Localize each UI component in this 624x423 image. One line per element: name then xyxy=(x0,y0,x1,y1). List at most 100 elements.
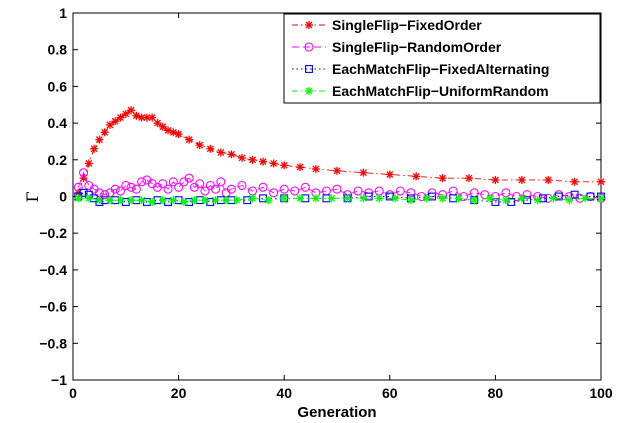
data-point xyxy=(333,166,341,175)
legend-entry: EachMatchFlip−UniformRandom xyxy=(292,83,549,99)
data-point xyxy=(163,184,173,194)
data-point xyxy=(174,130,183,139)
data-point xyxy=(211,196,220,205)
data-point xyxy=(375,194,384,203)
data-point xyxy=(222,196,231,205)
y-tick-label: −1 xyxy=(51,372,67,388)
data-point xyxy=(169,196,178,205)
data-point xyxy=(237,153,246,162)
data-point xyxy=(185,135,194,144)
data-point xyxy=(581,194,590,203)
series-0 xyxy=(74,106,605,197)
data-point xyxy=(158,196,167,205)
data-point xyxy=(300,182,310,192)
data-point xyxy=(237,180,247,191)
data-point xyxy=(84,194,93,203)
data-point xyxy=(137,196,146,205)
data-point xyxy=(544,175,553,184)
data-point xyxy=(168,177,178,187)
legend-label: EachMatchFlip−UniformRandom xyxy=(332,83,549,99)
legend-label: SingleFlip−FixedOrder xyxy=(332,17,482,33)
data-point xyxy=(364,188,374,198)
data-point xyxy=(226,184,236,194)
data-point xyxy=(153,119,162,128)
data-point xyxy=(391,194,400,203)
x-tick-label: 40 xyxy=(276,385,292,401)
data-point xyxy=(115,186,126,196)
data-point xyxy=(549,194,558,203)
data-point xyxy=(100,128,109,137)
data-point xyxy=(259,157,268,166)
data-point xyxy=(195,179,205,189)
y-tick-label: −0.6 xyxy=(39,299,67,315)
data-point xyxy=(95,135,104,144)
data-point xyxy=(100,190,110,200)
data-point xyxy=(517,194,526,203)
data-point xyxy=(412,172,421,181)
data-point xyxy=(148,113,157,122)
data-point xyxy=(359,194,368,203)
data-point xyxy=(116,113,125,122)
data-point xyxy=(158,179,168,189)
data-point xyxy=(597,177,605,186)
data-point xyxy=(533,196,542,205)
data-point xyxy=(121,109,130,118)
data-point xyxy=(311,194,320,203)
legend-marker xyxy=(304,42,314,52)
series-layer xyxy=(73,106,606,207)
x-axis-label: Generation xyxy=(297,404,376,421)
series-line xyxy=(78,197,601,203)
data-point xyxy=(95,196,104,205)
data-point xyxy=(264,196,273,205)
legend-marker xyxy=(305,65,313,73)
y-tick-label: −0.2 xyxy=(39,225,67,241)
data-point xyxy=(200,186,210,196)
data-point xyxy=(158,122,167,131)
data-point xyxy=(454,194,463,203)
legend-marker xyxy=(305,87,313,95)
data-point xyxy=(121,180,131,191)
data-point xyxy=(359,168,368,177)
data-point xyxy=(395,186,405,196)
data-point xyxy=(486,194,495,203)
legend-entry: SingleFlip−RandomOrder xyxy=(292,39,502,55)
data-point xyxy=(216,148,225,157)
series-1 xyxy=(73,168,606,203)
data-point xyxy=(427,188,437,198)
data-point xyxy=(211,184,221,194)
data-point xyxy=(206,144,215,153)
y-tick-label: 0.4 xyxy=(48,115,68,131)
y-tick-label: 1 xyxy=(59,5,67,21)
x-tick-label: 100 xyxy=(589,385,613,401)
data-point xyxy=(327,194,336,203)
y-tick-label: −0.4 xyxy=(39,262,67,278)
data-point xyxy=(248,155,257,164)
data-point xyxy=(269,159,278,168)
data-point xyxy=(470,196,479,205)
data-point xyxy=(105,120,114,129)
legend-box xyxy=(283,13,601,104)
data-point xyxy=(79,188,88,197)
data-point xyxy=(105,196,114,205)
data-point xyxy=(84,159,93,168)
data-point xyxy=(111,117,120,126)
data-point xyxy=(422,194,431,203)
legend-label: EachMatchFlip−FixedAlternating xyxy=(332,61,549,77)
data-point xyxy=(126,182,136,192)
data-point xyxy=(385,170,394,179)
y-tick-label: −0.8 xyxy=(39,335,67,351)
y-axis-label: Γ xyxy=(23,191,42,202)
y-tick-label: 0 xyxy=(59,189,67,205)
data-point xyxy=(597,194,605,203)
data-point xyxy=(570,177,579,186)
data-point xyxy=(74,194,83,203)
legend-entry: SingleFlip−FixedOrder xyxy=(292,17,482,33)
data-point xyxy=(190,196,199,205)
y-tick-label: 0.6 xyxy=(48,78,68,94)
data-point xyxy=(110,184,120,194)
data-point xyxy=(296,194,305,203)
data-point xyxy=(116,196,125,205)
data-point xyxy=(570,190,579,199)
data-point xyxy=(227,150,236,159)
